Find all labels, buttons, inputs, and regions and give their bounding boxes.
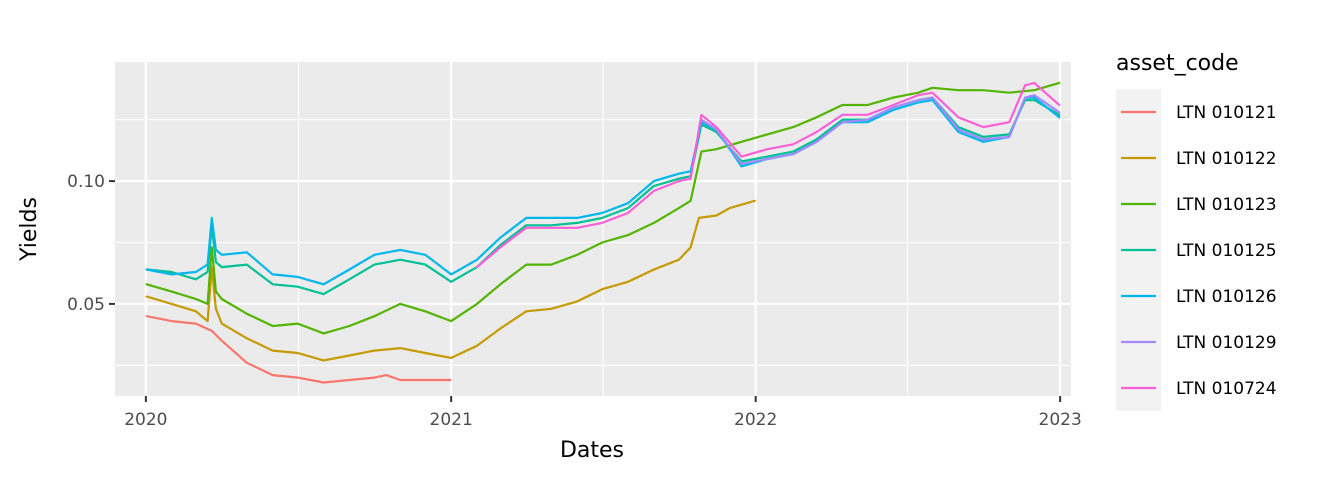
legend-label: LTN 010129	[1176, 333, 1277, 353]
y-axis-title: Yields	[17, 197, 42, 262]
series-line-3	[145, 81, 1061, 335]
y-tick-label: 0.05	[67, 295, 105, 315]
legend-label: LTN 010125	[1176, 241, 1277, 261]
x-tick-label: 2020	[124, 410, 167, 430]
plot-panel	[115, 62, 1071, 396]
legend-label: LTN 010724	[1176, 379, 1277, 399]
x-tick-label: 2022	[734, 410, 777, 430]
series-line-5	[145, 96, 1061, 286]
legend-label: LTN 010123	[1176, 195, 1277, 215]
grid-minor	[115, 62, 1071, 396]
x-tick-label: 2021	[430, 410, 473, 430]
legend-label: LTN 010126	[1176, 287, 1277, 307]
grid-major	[115, 62, 1071, 396]
x-axis-title: Dates	[560, 438, 624, 463]
y-tick-label: 0.10	[67, 172, 105, 192]
series-line-6	[700, 94, 1061, 165]
series-line-1	[145, 315, 452, 384]
axis-ticks	[109, 180, 1062, 402]
legend: LTN 010121 LTN 010122 LTN 010123 LTN 010125…	[1121, 103, 1277, 399]
series-line-2	[145, 199, 756, 362]
x-axis-tick-labels: 2020 2021 2022 2023	[124, 410, 1082, 430]
y-axis-tick-labels: 0.05 0.10	[67, 172, 105, 315]
series-line-7	[475, 81, 1061, 269]
series-lines	[145, 81, 1061, 384]
x-tick-label: 2023	[1039, 410, 1082, 430]
legend-label: LTN 010121	[1176, 103, 1277, 123]
legend-title: asset_code	[1116, 51, 1239, 76]
legend-label: LTN 010122	[1176, 149, 1277, 169]
